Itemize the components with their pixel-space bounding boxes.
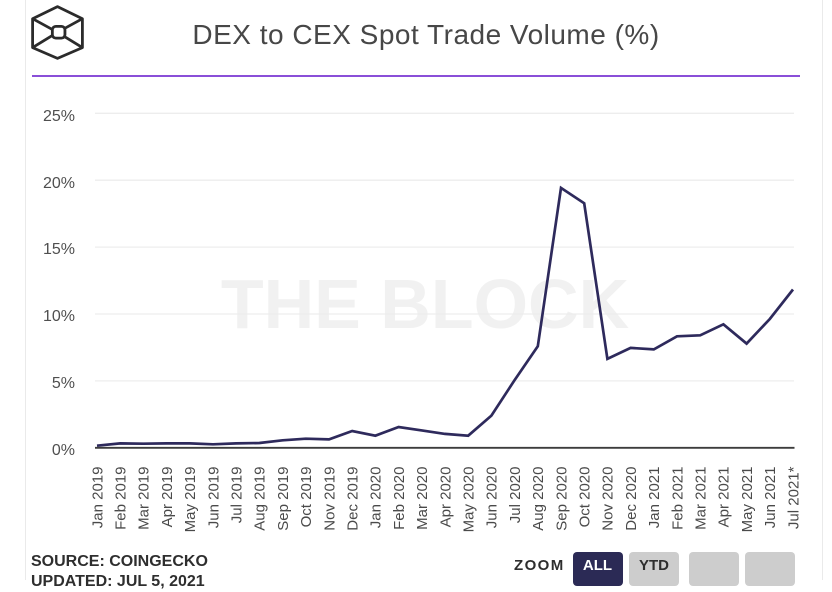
svg-text:Jan 2021: Jan 2021 [646,467,663,529]
svg-text:Jul 2020: Jul 2020 [507,467,524,524]
svg-text:Nov 2019: Nov 2019 [321,467,338,531]
svg-text:Feb 2019: Feb 2019 [113,467,130,530]
svg-text:Mar 2020: Mar 2020 [414,467,431,530]
svg-text:Apr 2020: Apr 2020 [437,467,454,528]
svg-text:Dec 2019: Dec 2019 [345,467,362,531]
svg-text:Jul 2019: Jul 2019 [229,467,246,524]
svg-text:Jan 2020: Jan 2020 [368,467,385,529]
svg-text:Jul 2021*: Jul 2021* [785,466,802,529]
svg-text:Oct 2019: Oct 2019 [298,467,315,528]
svg-text:Jun 2020: Jun 2020 [484,467,501,529]
svg-text:Mar 2021: Mar 2021 [693,467,710,530]
svg-text:Aug 2020: Aug 2020 [530,467,547,531]
svg-text:May 2021: May 2021 [739,467,756,533]
svg-text:Sep 2020: Sep 2020 [553,467,570,531]
svg-text:Nov 2020: Nov 2020 [600,467,617,531]
svg-text:Dec 2020: Dec 2020 [623,467,640,531]
svg-text:Jun 2021: Jun 2021 [762,467,779,529]
svg-text:Oct 2020: Oct 2020 [577,467,594,528]
svg-text:Feb 2020: Feb 2020 [391,467,408,530]
svg-text:Apr 2019: Apr 2019 [159,467,176,528]
svg-text:Sep 2019: Sep 2019 [275,467,292,531]
svg-text:May 2020: May 2020 [461,467,478,533]
svg-text:Apr 2021: Apr 2021 [716,467,733,528]
svg-text:Mar 2019: Mar 2019 [136,467,153,530]
svg-text:Aug 2019: Aug 2019 [252,467,269,531]
svg-text:Jan 2019: Jan 2019 [89,467,106,529]
svg-text:May 2019: May 2019 [182,467,199,533]
svg-text:Jun 2019: Jun 2019 [205,467,222,529]
svg-text:Feb 2021: Feb 2021 [669,467,686,530]
